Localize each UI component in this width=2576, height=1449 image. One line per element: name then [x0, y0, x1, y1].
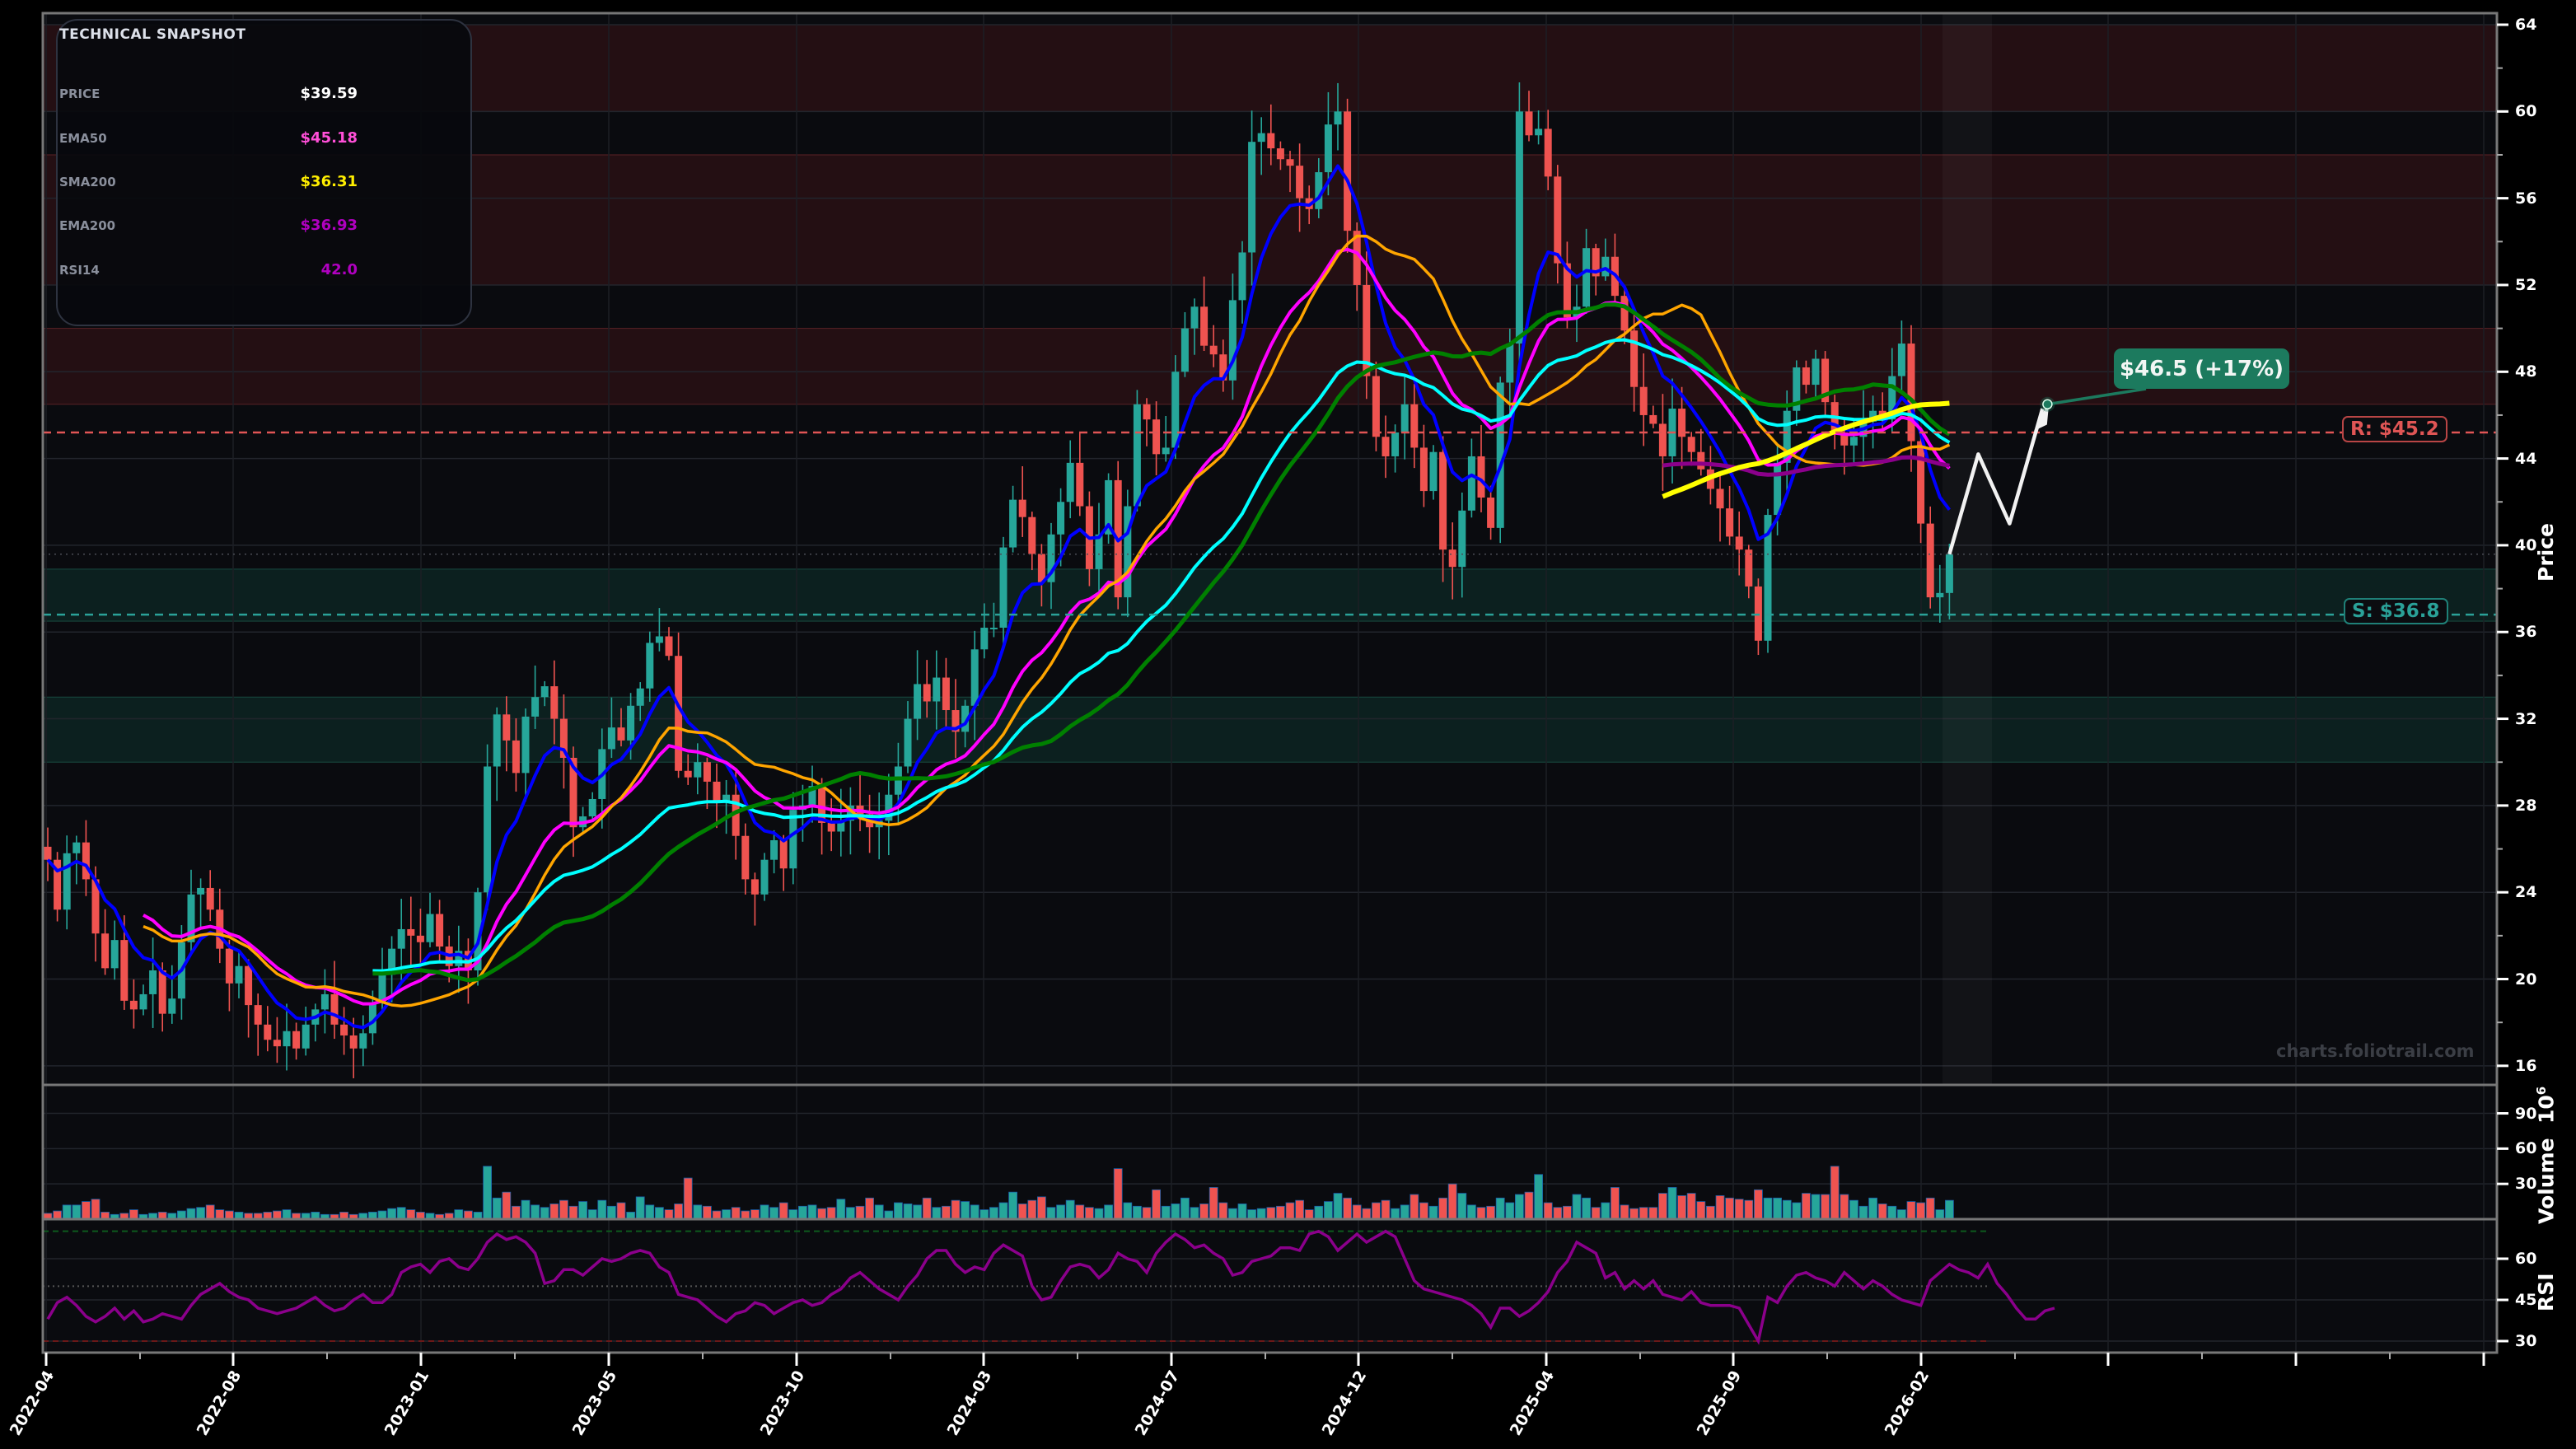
- price-tick: 44: [2515, 449, 2537, 468]
- snapshot-label: RSI14: [59, 263, 100, 278]
- snapshot-title: TECHNICAL SNAPSHOT: [59, 26, 246, 43]
- watermark: charts.foliotrail.com: [2276, 1041, 2475, 1061]
- price-tick: 52: [2515, 275, 2537, 294]
- price-tick: 16: [2515, 1056, 2537, 1075]
- volume-axis-label-text: Volume: [2534, 1138, 2559, 1224]
- price-tick: 20: [2515, 970, 2537, 989]
- price-tick: 56: [2515, 189, 2537, 208]
- rsi-axis-label: RSI: [2534, 1273, 2558, 1311]
- volume-tick: 30: [2515, 1175, 2537, 1194]
- rsi-tick: 45: [2515, 1291, 2537, 1309]
- price-tick: 48: [2515, 362, 2537, 381]
- price-tick: 64: [2515, 16, 2537, 34]
- volume-tick: 60: [2515, 1139, 2537, 1158]
- snapshot-label: EMA50: [59, 131, 107, 146]
- volume-axis-exponent-sup: 6: [2534, 1086, 2549, 1096]
- snapshot-value: 42.0: [320, 261, 358, 278]
- price-tick: 24: [2515, 883, 2537, 902]
- snapshot-row-ema50: EMA50 $45.18: [59, 129, 358, 147]
- snapshot-label: SMA200: [59, 175, 116, 189]
- price-axis-label: Price: [2534, 523, 2558, 582]
- volume-axis-label: Volume 106: [2534, 1087, 2558, 1224]
- snapshot-label: EMA200: [59, 218, 116, 233]
- snapshot-value: $45.18: [300, 129, 358, 147]
- snapshot-row-price: PRICE $39.59: [59, 85, 358, 102]
- snapshot-label: PRICE: [59, 86, 101, 101]
- snapshot-value: $36.31: [300, 173, 358, 190]
- support-level-tag: S: $36.8: [2344, 598, 2448, 624]
- snapshot-row-sma200: SMA200 $36.31: [59, 173, 358, 190]
- resistance-level-tag: R: $45.2: [2342, 416, 2447, 442]
- snapshot-value: $36.93: [300, 217, 358, 234]
- snapshot-row-rsi14: RSI14 42.0: [59, 261, 358, 278]
- price-tick: 32: [2515, 709, 2537, 728]
- rsi-tick: 30: [2515, 1332, 2537, 1350]
- price-target-badge: $46.5 (+17%): [2114, 348, 2289, 389]
- price-tick: 60: [2515, 102, 2537, 121]
- volume-axis-exponent: 10: [2534, 1095, 2559, 1124]
- technical-snapshot-panel: [56, 19, 472, 326]
- price-tick: 36: [2515, 623, 2537, 642]
- price-tick: 40: [2515, 535, 2537, 554]
- rsi-tick: 60: [2515, 1250, 2537, 1268]
- snapshot-row-ema200: EMA200 $36.93: [59, 217, 358, 234]
- volume-tick: 90: [2515, 1104, 2537, 1123]
- snapshot-value: $39.59: [300, 85, 358, 102]
- price-tick: 28: [2515, 796, 2537, 815]
